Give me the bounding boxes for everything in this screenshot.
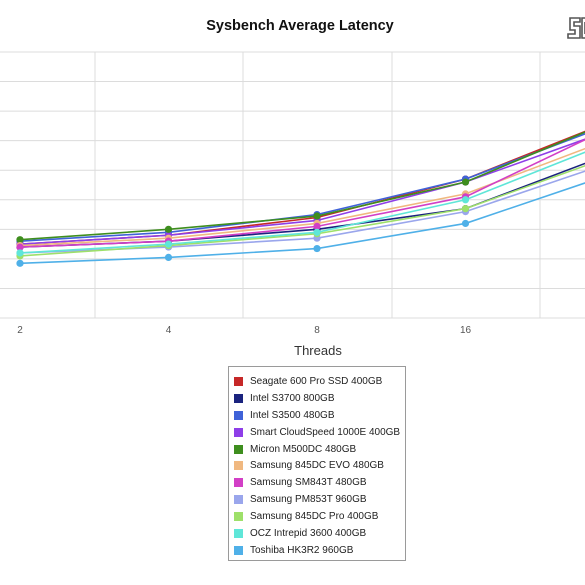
data-point <box>461 196 470 204</box>
legend-item: Samsung PM853T 960GB <box>234 491 405 508</box>
legend-swatch <box>234 410 243 420</box>
x-tick-label: 8 <box>314 325 320 336</box>
data-point <box>16 259 24 267</box>
data-point <box>461 178 470 186</box>
data-point <box>164 225 173 233</box>
data-point <box>461 205 470 213</box>
legend-swatch <box>234 495 243 505</box>
legend-swatch <box>234 393 243 403</box>
legend-item: Toshiba HK3R2 960GB <box>234 542 405 559</box>
legend-item: Intel S3500 480GB <box>234 407 405 424</box>
legend-swatch <box>234 545 243 555</box>
data-point <box>16 243 24 251</box>
legend-item: Samsung 845DC EVO 480GB <box>234 457 405 474</box>
line-chart: 2 4 8 16 Threads <box>0 51 585 358</box>
legend-label: Toshiba HK3R2 960GB <box>250 544 354 556</box>
legend-label: Smart CloudSpeed 1000E 400GB <box>250 426 401 438</box>
legend-swatch <box>234 512 243 522</box>
legend-swatch <box>234 427 243 437</box>
x-tick-label: 4 <box>166 325 172 336</box>
data-point <box>313 222 321 230</box>
legend-swatch <box>234 478 243 488</box>
data-point <box>16 249 24 257</box>
x-axis-label: Threads <box>294 343 342 358</box>
legend: Seagate 600 Pro SSD 400GB Intel S3700 800… <box>228 366 406 561</box>
legend-label: Intel S3500 480GB <box>250 409 335 421</box>
legend-item: Samsung 845DC Pro 400GB <box>234 508 405 525</box>
data-point <box>313 244 321 253</box>
data-point <box>16 236 24 244</box>
legend-label: Samsung PM853T 960GB <box>250 494 367 506</box>
legend-swatch <box>234 528 243 538</box>
legend-item: Intel S3700 800GB <box>234 390 405 407</box>
legend-item: Samsung SM843T 480GB <box>234 474 405 491</box>
legend-swatch <box>234 376 243 386</box>
legend-label: Intel S3700 800GB <box>250 392 335 404</box>
data-point <box>164 240 173 248</box>
x-tick-label: 2 <box>17 325 23 336</box>
chart-title: Sysbench Average Latency <box>206 18 394 34</box>
data-point <box>461 219 470 228</box>
legend-item: Seagate 600 Pro SSD 400GB <box>234 373 405 390</box>
legend-label: Micron M500DC 480GB <box>250 443 357 455</box>
legend-label: Samsung 845DC Pro 400GB <box>250 511 379 523</box>
legend-label: Seagate 600 Pro SSD 400GB <box>250 375 383 387</box>
legend-item: Smart CloudSpeed 1000E 400GB <box>234 424 405 441</box>
data-point <box>313 228 321 236</box>
x-tick-label: 16 <box>460 325 472 336</box>
legend-swatch <box>234 444 243 454</box>
legend-item: OCZ Intrepid 3600 400GB <box>234 525 405 542</box>
legend-swatch <box>234 461 243 471</box>
data-point <box>164 253 173 262</box>
legend-item: Micron M500DC 480GB <box>234 441 405 458</box>
site-logo-icon <box>567 17 585 39</box>
legend-label: Samsung 845DC EVO 480GB <box>250 460 384 472</box>
legend-label: OCZ Intrepid 3600 400GB <box>250 527 367 539</box>
data-point <box>313 212 321 220</box>
legend-label: Samsung SM843T 480GB <box>250 477 367 489</box>
